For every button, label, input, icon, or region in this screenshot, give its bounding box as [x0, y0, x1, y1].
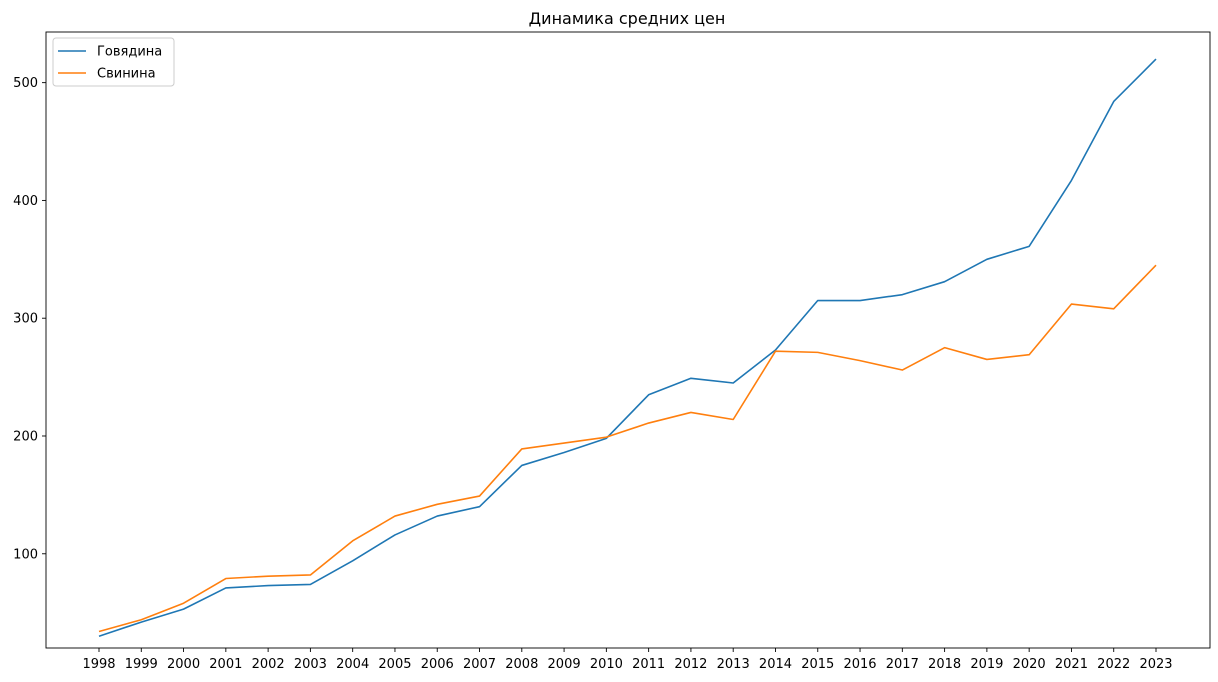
y-tick-label: 400: [13, 194, 38, 209]
x-tick-label: 2009: [548, 657, 581, 672]
x-tick-label: 2002: [252, 657, 285, 672]
x-tick-label: 2023: [1139, 657, 1172, 672]
legend-label: Говядина: [97, 45, 162, 60]
y-tick-label: 500: [13, 76, 38, 91]
y-tick-label: 200: [13, 429, 38, 444]
x-tick-label: 2006: [421, 657, 454, 672]
x-tick-label: 2014: [759, 657, 792, 672]
legend-label: Свинина: [97, 67, 156, 82]
x-tick-label: 2019: [970, 657, 1003, 672]
x-tick-label: 2011: [632, 657, 665, 672]
x-tick-label: 2010: [590, 657, 623, 672]
x-tick-label: 2000: [167, 657, 200, 672]
x-tick-label: 2008: [505, 657, 538, 672]
x-tick-label: 2003: [294, 657, 327, 672]
x-tick-label: 2020: [1013, 657, 1046, 672]
legend-box: [52, 37, 175, 87]
x-tick-label: 2005: [378, 657, 411, 672]
series-line-2: [98, 264, 1157, 633]
x-tick-label: 1999: [125, 657, 158, 672]
x-tick-label: 2022: [1097, 657, 1130, 672]
y-tick-label: 300: [13, 312, 38, 327]
y-tick-label: 100: [13, 547, 38, 562]
series-line-1: [98, 58, 1157, 637]
x-tick-label: 2001: [209, 657, 242, 672]
x-tick-label: 2017: [886, 657, 919, 672]
x-axis: 1998 1999 2000 2001 2002 2003 2004 2005 2006 2007…: [82, 648, 1173, 672]
legend: Говядина Свинина: [52, 37, 175, 87]
x-tick-label: 1998: [82, 657, 115, 672]
x-tick-label: 2013: [717, 657, 750, 672]
x-tick-label: 2012: [674, 657, 707, 672]
x-tick-label: 2021: [1055, 657, 1088, 672]
x-tick-label: 2015: [801, 657, 834, 672]
series-layer: [98, 58, 1157, 637]
plot-frame: [45, 31, 1211, 649]
x-tick-label: 2004: [336, 657, 369, 672]
x-tick-label: 2007: [463, 657, 496, 672]
y-axis: 100 200 300 400 500: [13, 76, 46, 562]
x-tick-label: 2016: [843, 657, 876, 672]
chart-title: Динамика средних цен: [529, 9, 726, 28]
x-tick-label: 2018: [928, 657, 961, 672]
